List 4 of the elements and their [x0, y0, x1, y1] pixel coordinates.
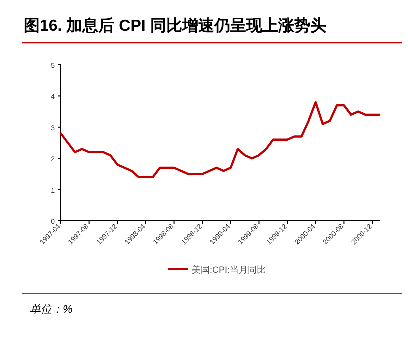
line-series — [60, 101, 381, 178]
text: 单位：% — [30, 303, 73, 316]
legend-label: 美国:CPI:当月同比 — [192, 265, 266, 275]
chart-title: 图16. 加息后 CPI 同比增速仍呈现上涨势头 — [24, 17, 326, 35]
